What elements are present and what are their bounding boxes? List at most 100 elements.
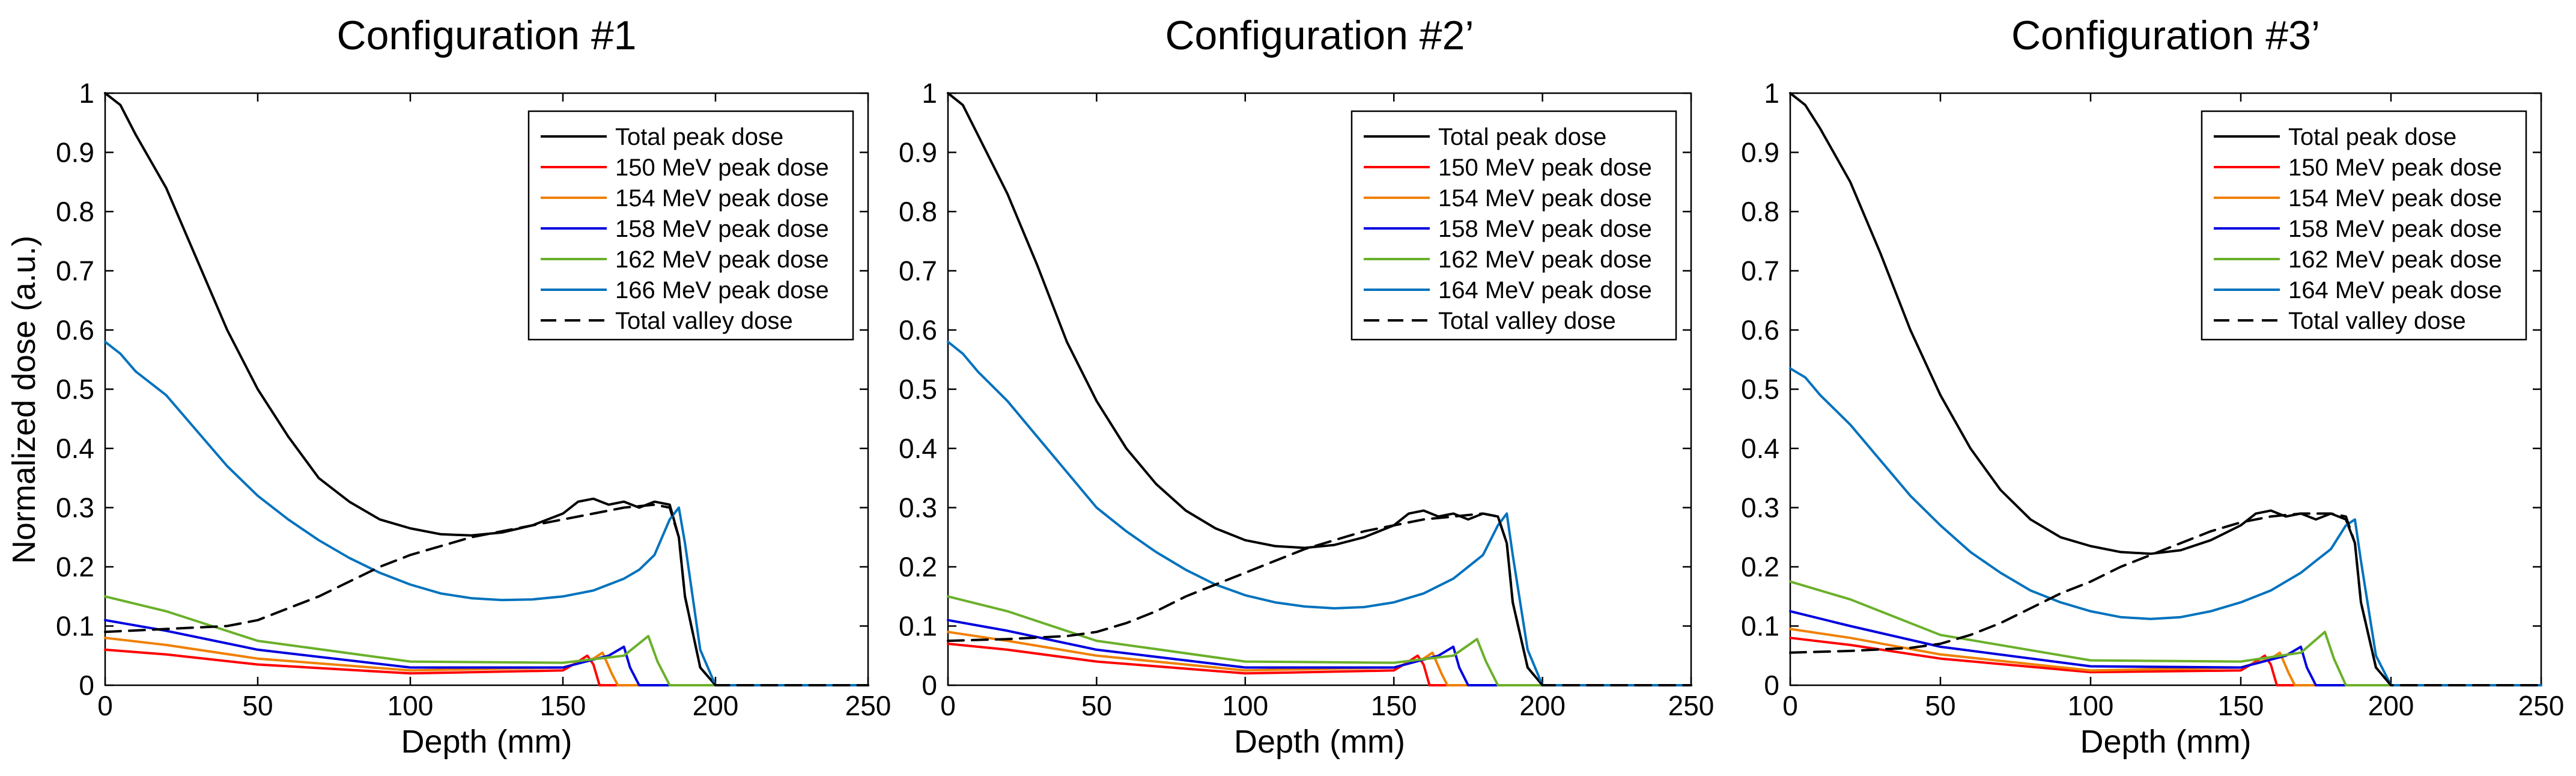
y-tick-label: 0.9: [899, 137, 937, 168]
series-line-164-mev-peak-dose: [1789, 367, 2542, 686]
x-tick-label: 0: [940, 690, 956, 721]
x-tick-label: 200: [693, 690, 739, 721]
x-tick-label: 250: [845, 690, 892, 721]
y-tick-label: 0.6: [1741, 314, 1779, 346]
y-tick-label: 0.9: [1741, 137, 1779, 168]
y-tick-label: 0.8: [1741, 196, 1779, 227]
chart-panel-2: Configuration #2’ 0 50 100 150 200 250 0 0.1 0.2 0…: [899, 13, 1714, 760]
y-tick-label: 0.8: [899, 196, 937, 227]
x-axis-label: Depth (mm): [401, 724, 572, 760]
legend-label: 158 MeV peak dose: [2288, 216, 2502, 242]
x-tick-label: 100: [387, 690, 434, 721]
legend-box: [527, 110, 854, 341]
y-tick-label: 0.3: [899, 492, 937, 524]
legend: Total peak dose 150 MeV peak dose 154 MeV …: [1350, 110, 1677, 341]
y-tick-label: 0.5: [1741, 374, 1779, 405]
legend-label: 158 MeV peak dose: [615, 216, 829, 242]
shared-y-axis-label: Normalized dose (a.u.): [6, 236, 42, 564]
x-tick-label: 250: [2518, 690, 2565, 721]
x-tick-label: 50: [1925, 690, 1955, 721]
legend-label: Total valley dose: [1438, 308, 1616, 334]
y-tick-label: 0.5: [899, 374, 937, 405]
y-tick-label: 0.1: [1741, 611, 1779, 642]
series-line-162-mev-peak-dose: [947, 595, 1692, 686]
y-tick-label: 1: [922, 78, 937, 109]
series-line-total-peak-dose: [1789, 92, 2542, 686]
y-tick-label: 0.4: [1741, 433, 1779, 464]
legend: Total peak dose 150 MeV peak dose 154 MeV …: [2201, 110, 2527, 341]
x-axis-label: Depth (mm): [2080, 724, 2251, 760]
series-line-158-mev-peak-dose: [104, 619, 869, 686]
legend-label: Total valley dose: [2288, 308, 2466, 334]
y-tick-label: 0.4: [56, 433, 94, 464]
y-tick-label: 0.1: [899, 611, 937, 642]
legend-label: 150 MeV peak dose: [2288, 154, 2502, 181]
y-tick-label: 1: [1764, 78, 1779, 109]
series-line-total-valley-dose: [947, 512, 1692, 686]
y-tick-label: 0.6: [899, 314, 937, 346]
legend-box: [2201, 110, 2527, 341]
series-line-166-mev-peak-dose: [104, 340, 869, 686]
y-tick-label: 0.7: [56, 255, 94, 287]
chart-title: Configuration #3’: [2011, 13, 2320, 58]
chart-title: Configuration #2’: [1165, 13, 1474, 58]
legend-label: 150 MeV peak dose: [615, 154, 829, 181]
x-axis-label: Depth (mm): [1234, 724, 1405, 760]
legend-label: 162 MeV peak dose: [615, 246, 829, 273]
x-tick-label: 100: [1222, 690, 1268, 721]
y-tick-label: 0.3: [1741, 492, 1779, 524]
x-tick-label: 50: [242, 690, 273, 721]
series-line-158-mev-peak-dose: [1789, 609, 2542, 686]
y-tick-label: 0.2: [1741, 551, 1779, 582]
series-line-total-valley-dose: [104, 503, 869, 686]
legend-label: 154 MeV peak dose: [615, 185, 829, 212]
chart-panel-3: Configuration #3’ 0 50 100 150 200 250 0 0.1 0.2 0…: [1741, 13, 2564, 760]
chart-panel-1: Configuration #1 0 50 100 150 200 250 0 0.1 0.2 0.…: [56, 13, 891, 760]
y-tick-label: 0.3: [56, 492, 94, 524]
x-tick-label: 200: [1519, 690, 1566, 721]
y-tick-label: 0.1: [56, 611, 94, 642]
y-tick-label: 1: [79, 78, 94, 109]
x-tick-label: 50: [1081, 690, 1112, 721]
x-tick-label: 250: [1668, 690, 1715, 721]
legend-box: [1350, 110, 1677, 341]
y-tick-label: 0.6: [56, 314, 94, 346]
series-line-162-mev-peak-dose: [1789, 580, 2542, 686]
legend-label: Total peak dose: [2288, 124, 2456, 150]
y-tick-label: 0.8: [56, 196, 94, 227]
legend-label: 154 MeV peak dose: [2288, 185, 2502, 212]
y-tick-label: 0.7: [899, 255, 937, 287]
legend-label: Total peak dose: [615, 124, 783, 150]
y-tick-label: 0.4: [899, 433, 937, 464]
y-tick-label: 0.7: [1741, 255, 1779, 287]
series-line-154-mev-peak-dose: [947, 631, 1692, 686]
series-line-164-mev-peak-dose: [947, 340, 1692, 686]
legend-label: 166 MeV peak dose: [615, 277, 829, 304]
x-tick-label: 0: [97, 690, 113, 721]
y-tick-label: 0: [922, 670, 937, 701]
legend-label: 164 MeV peak dose: [1438, 277, 1652, 304]
legend-label: 150 MeV peak dose: [1438, 154, 1652, 181]
y-tick-label: 0.2: [899, 551, 937, 582]
y-tick-label: 0: [79, 670, 94, 701]
y-tick-label: 0: [1764, 670, 1779, 701]
y-tick-label: 0.5: [56, 374, 94, 405]
x-tick-label: 150: [2218, 690, 2264, 721]
series-line-158-mev-peak-dose: [947, 619, 1692, 686]
chart-title: Configuration #1: [336, 13, 636, 58]
y-tick-label: 0.2: [56, 551, 94, 582]
x-tick-label: 100: [2068, 690, 2114, 721]
legend-label: Total peak dose: [1438, 124, 1606, 150]
legend: Total peak dose 150 MeV peak dose 154 MeV …: [527, 110, 854, 341]
legend-label: 164 MeV peak dose: [2288, 277, 2502, 304]
x-tick-label: 200: [2368, 690, 2414, 721]
legend-label: 162 MeV peak dose: [2288, 246, 2502, 273]
x-tick-label: 150: [1371, 690, 1417, 721]
x-tick-label: 150: [540, 690, 586, 721]
legend-label: 158 MeV peak dose: [1438, 216, 1652, 242]
y-tick-label: 0.9: [56, 137, 94, 168]
series-line-total-valley-dose: [1789, 512, 2542, 686]
legend-label: 162 MeV peak dose: [1438, 246, 1652, 273]
legend-label: 154 MeV peak dose: [1438, 185, 1652, 212]
